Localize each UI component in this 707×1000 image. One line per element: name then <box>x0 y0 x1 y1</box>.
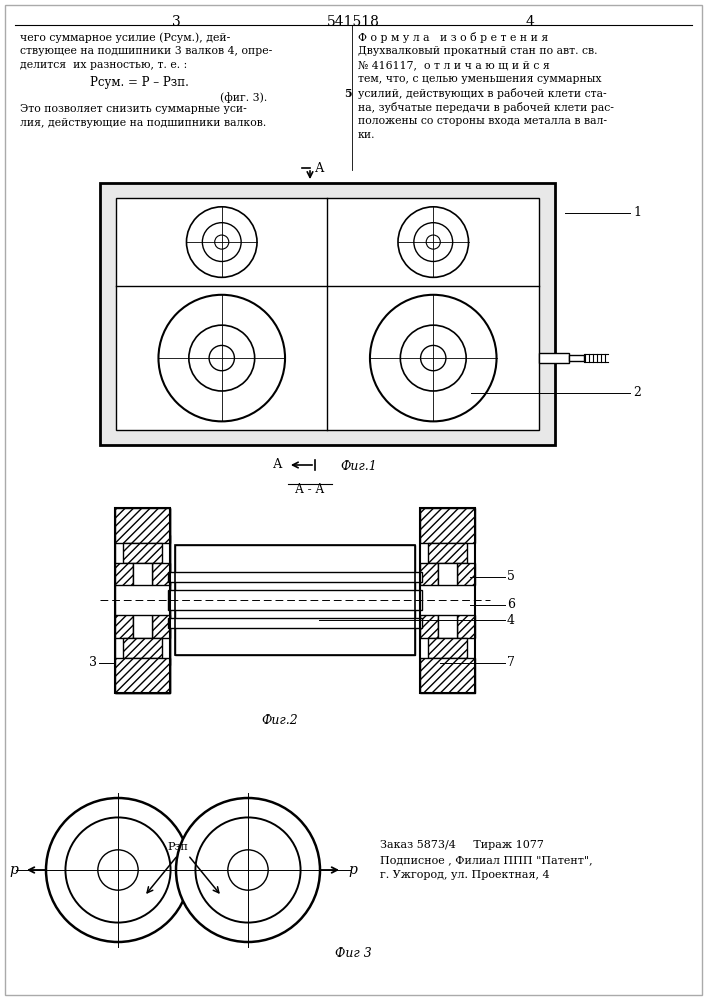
Text: 7: 7 <box>507 656 515 669</box>
Bar <box>115 658 170 692</box>
Bar <box>428 638 467 658</box>
Bar <box>116 198 539 430</box>
Text: Рсум. = Р – Рзп.: Рсум. = Р – Рзп. <box>90 76 189 89</box>
Bar <box>115 535 170 665</box>
Text: 4: 4 <box>525 15 534 29</box>
Text: тем, что, с целью уменьшения суммарных: тем, что, с целью уменьшения суммарных <box>358 74 602 84</box>
Text: Заказ 5873/4     Тираж 1077: Заказ 5873/4 Тираж 1077 <box>380 840 544 850</box>
Bar <box>175 545 415 655</box>
Text: г. Ужгород, ул. Проектная, 4: г. Ужгород, ул. Проектная, 4 <box>380 870 549 880</box>
Bar <box>152 615 170 638</box>
Text: р: р <box>348 863 357 877</box>
Bar <box>438 615 457 638</box>
Circle shape <box>400 325 466 391</box>
Bar <box>115 508 170 692</box>
Text: делится  их разностью, т. е. :: делится их разностью, т. е. : <box>20 60 187 70</box>
Circle shape <box>414 223 452 261</box>
Bar <box>569 355 584 361</box>
Circle shape <box>158 295 285 421</box>
Text: № 416117,  о т л и ч а ю щ и й с я: № 416117, о т л и ч а ю щ и й с я <box>358 60 550 70</box>
Bar <box>420 508 475 692</box>
Text: 3: 3 <box>89 656 97 669</box>
Bar <box>168 590 422 610</box>
Text: Фиг.1: Фиг.1 <box>340 460 377 474</box>
Bar <box>115 508 170 542</box>
Text: положены со стороны входа металла в вал-: положены со стороны входа металла в вал- <box>358 116 607 126</box>
Bar <box>457 615 475 638</box>
Circle shape <box>202 223 241 261</box>
Circle shape <box>370 295 496 421</box>
Circle shape <box>189 325 255 391</box>
Bar <box>175 545 415 655</box>
Text: Фиг 3: Фиг 3 <box>335 947 372 960</box>
Circle shape <box>176 798 320 942</box>
Circle shape <box>66 817 170 923</box>
Text: А: А <box>272 458 282 472</box>
Bar <box>115 508 170 692</box>
Text: на, зубчатые передачи в рабочей клети рас-: на, зубчатые передачи в рабочей клети ра… <box>358 102 614 113</box>
Text: А - А: А - А <box>296 483 325 496</box>
Circle shape <box>209 345 235 371</box>
Text: 1: 1 <box>633 207 641 220</box>
Bar <box>420 562 438 585</box>
Bar <box>115 615 133 638</box>
Text: Ф о р м у л а   и з о б р е т е н и я: Ф о р м у л а и з о б р е т е н и я <box>358 32 548 43</box>
Circle shape <box>215 235 229 249</box>
Text: лия, действующие на подшипники валков.: лия, действующие на подшипники валков. <box>20 118 267 128</box>
Bar <box>428 542 467 562</box>
Text: Фиг.2: Фиг.2 <box>262 714 298 728</box>
Bar <box>168 572 422 582</box>
Text: А: А <box>315 161 325 174</box>
Text: 3: 3 <box>172 15 180 29</box>
Text: Подписное , Филиал ППП "Патент",: Подписное , Филиал ППП "Патент", <box>380 855 592 865</box>
Bar <box>123 638 162 658</box>
Bar <box>420 508 475 542</box>
Bar <box>133 562 152 585</box>
Text: Это позволяет снизить суммарные уси-: Это позволяет снизить суммарные уси- <box>20 104 247 114</box>
Text: 541518: 541518 <box>327 15 380 29</box>
Bar <box>152 562 170 585</box>
Bar <box>100 183 555 445</box>
Circle shape <box>426 235 440 249</box>
Bar <box>133 615 152 638</box>
Text: 2: 2 <box>633 386 641 399</box>
Text: 6: 6 <box>507 598 515 611</box>
Text: чего суммарное усилие (Рсум.), дей-: чего суммарное усилие (Рсум.), дей- <box>20 32 230 43</box>
Circle shape <box>46 798 190 942</box>
Circle shape <box>398 207 469 277</box>
Text: Двухвалковый прокатный стан по авт. св.: Двухвалковый прокатный стан по авт. св. <box>358 46 597 56</box>
Text: ствующее на подшипники 3 валков 4, опре-: ствующее на подшипники 3 валков 4, опре- <box>20 46 272 56</box>
Circle shape <box>228 850 268 890</box>
Text: 4: 4 <box>507 613 515 626</box>
Text: 5: 5 <box>507 570 515 584</box>
Circle shape <box>421 345 446 371</box>
Text: ки.: ки. <box>358 130 375 140</box>
Bar <box>438 562 457 585</box>
Bar <box>539 353 569 363</box>
Bar <box>420 615 438 638</box>
Text: р: р <box>9 863 18 877</box>
Circle shape <box>195 817 300 923</box>
Bar <box>123 542 162 562</box>
Text: Рзп: Рзп <box>168 842 189 852</box>
Bar <box>168 618 422 628</box>
Bar <box>115 562 133 585</box>
Text: 5: 5 <box>344 88 352 99</box>
Bar <box>457 562 475 585</box>
Text: (фиг. 3).: (фиг. 3). <box>220 92 267 103</box>
Circle shape <box>187 207 257 277</box>
Bar <box>420 658 475 692</box>
Text: усилий, действующих в рабочей клети ста-: усилий, действующих в рабочей клети ста- <box>358 88 607 99</box>
Circle shape <box>98 850 138 890</box>
